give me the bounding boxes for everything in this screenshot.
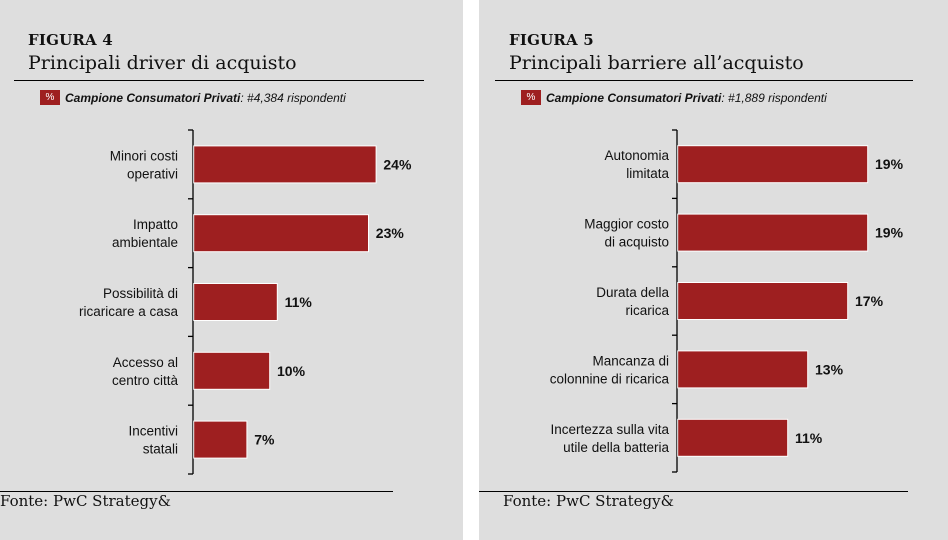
category-label: ricarica (625, 303, 669, 318)
value-label: 10% (277, 363, 306, 379)
figure-5-legend: % Campione Consumatori Privati : #1,889 … (521, 90, 827, 105)
figure-4-panel: FIGURA 4 Principali driver di acquisto %… (0, 0, 463, 540)
figure-4-title: Principali driver di acquisto (28, 52, 297, 74)
value-label: 19% (875, 225, 904, 241)
source-rule (479, 491, 908, 492)
figure-4-chart: 24% Minori costi operativi 23% Impatto ambien… (79, 129, 412, 475)
legend-series-name: Campione Consumatori Privati (546, 90, 722, 105)
title-rule (495, 80, 913, 81)
category-label: utile della batteria (563, 440, 669, 455)
category-label: Durata della (596, 285, 669, 300)
figure-5-label: FIGURA 5 (509, 31, 594, 49)
category-label: Accesso al (113, 355, 178, 370)
category-label: centro città (112, 373, 179, 388)
figure-4-source: Fonte: PwC Strategy& (0, 492, 171, 510)
figure-5-chart: 19% Autonomia limitata 19% Maggior costo di a… (550, 129, 904, 473)
legend-series-name: Campione Consumatori Privati (65, 90, 241, 105)
value-label: 7% (254, 432, 275, 448)
legend-note: : #1,889 rispondenti (721, 90, 827, 105)
figure-5-source: Fonte: PwC Strategy& (503, 492, 674, 510)
title-rule (14, 80, 424, 81)
category-label: Incertezza sulla vita (550, 422, 669, 437)
category-label: operativi (127, 166, 178, 181)
bar (677, 350, 809, 389)
value-label: 24% (383, 156, 412, 172)
figure-5-title: Principali barriere all’acquisto (509, 52, 804, 74)
legend-swatch: % (40, 90, 60, 105)
category-label: di acquisto (604, 235, 669, 250)
bar (193, 214, 369, 253)
value-label: 17% (855, 293, 884, 309)
bar (193, 145, 377, 184)
bar (677, 213, 869, 252)
bar (193, 283, 278, 321)
bar (193, 351, 271, 390)
category-label: Incentivi (128, 424, 178, 439)
category-label: Possibilità di (103, 286, 178, 301)
category-label: limitata (626, 166, 669, 181)
source-rule (0, 491, 393, 492)
category-label: Maggior costo (584, 217, 669, 232)
category-label: Impatto (133, 217, 178, 232)
legend-note: : #4,384 rispondenti (240, 90, 346, 105)
bar (677, 282, 849, 320)
category-label: statali (143, 442, 178, 457)
value-label: 23% (376, 225, 405, 241)
figure-4-label: FIGURA 4 (28, 31, 113, 49)
category-label: colonnine di ricarica (550, 371, 670, 386)
bar (677, 418, 789, 457)
category-label: Autonomia (604, 148, 669, 163)
value-label: 19% (875, 156, 904, 172)
figure-4-legend: % Campione Consumatori Privati : #4,384 … (40, 90, 346, 105)
legend-swatch: % (521, 90, 541, 105)
category-label: Mancanza di (592, 353, 669, 368)
category-label: ricaricare a casa (79, 304, 179, 319)
value-label: 11% (795, 430, 823, 446)
figure-5-panel: FIGURA 5 Principali barriere all’acquist… (479, 0, 948, 540)
value-label: 13% (815, 361, 844, 377)
category-label: Minori costi (110, 148, 178, 163)
category-label: ambientale (112, 235, 178, 250)
bar (677, 145, 869, 184)
value-label: 11% (285, 294, 313, 310)
bar (193, 420, 248, 459)
